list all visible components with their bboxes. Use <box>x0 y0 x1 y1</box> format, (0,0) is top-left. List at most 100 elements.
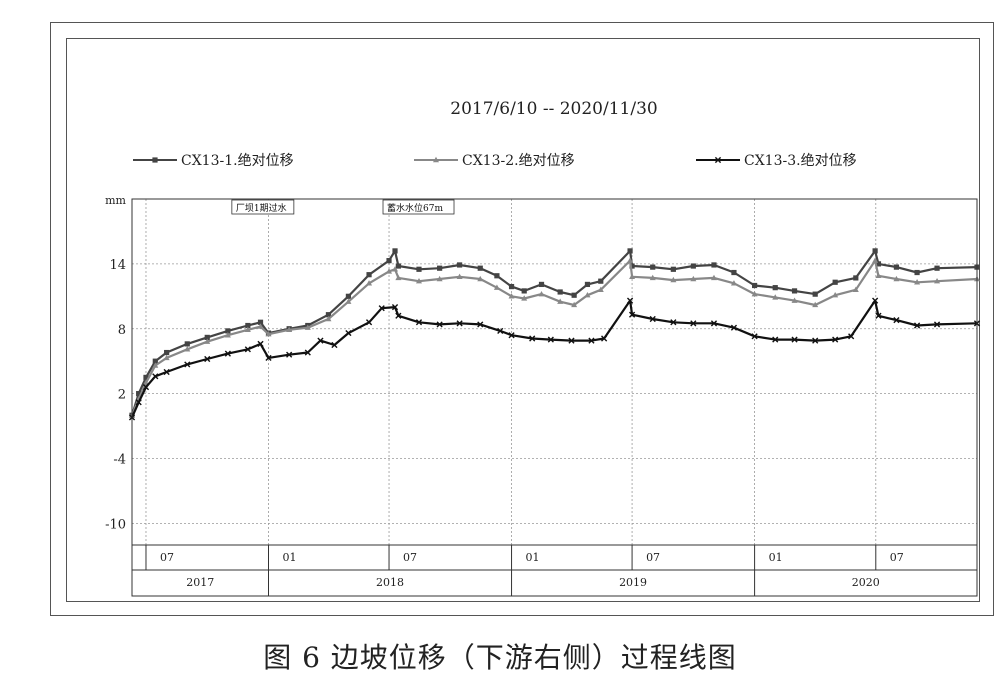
triangle-marker <box>584 292 591 298</box>
triangle-marker <box>875 272 882 278</box>
triangle-marker <box>629 273 636 280</box>
series-line <box>130 299 978 418</box>
cross-marker <box>456 320 463 327</box>
triangle-marker <box>690 275 697 282</box>
triangle-marker <box>627 257 634 263</box>
square-marker <box>245 322 251 329</box>
triangle-marker <box>415 277 422 284</box>
annotation-label: 蓄水水位67m <box>387 202 443 214</box>
triangle-marker <box>204 338 211 344</box>
triangle-marker <box>730 280 737 286</box>
triangle-marker <box>893 275 900 282</box>
displacement-chart: 2017/6/10 -- 2020/11/30 CX13-1.绝对位移 CX13-… <box>105 99 981 597</box>
square-marker <box>416 266 422 272</box>
square-marker <box>325 312 332 318</box>
year-label: 2020 <box>852 576 880 589</box>
cross-marker <box>477 321 484 328</box>
year-label: 2019 <box>619 576 647 589</box>
cross-marker <box>331 341 338 349</box>
triangle-marker <box>571 301 578 308</box>
square-marker <box>690 263 696 269</box>
triangle-marker <box>436 275 443 282</box>
cross-marker <box>224 350 231 357</box>
square-marker <box>395 263 401 269</box>
square-marker <box>853 275 859 281</box>
square-marker <box>670 266 676 272</box>
triangle-marker <box>163 354 170 361</box>
square-marker <box>629 263 635 269</box>
triangle-marker <box>521 295 528 301</box>
legend-item-1: CX13-1.绝对位移 <box>133 153 294 169</box>
triangle-marker <box>345 298 352 304</box>
square-marker <box>345 293 352 299</box>
square-marker <box>386 258 392 264</box>
month-tick-label: 07 <box>646 551 660 564</box>
square-marker <box>571 292 577 298</box>
square-marker <box>751 282 758 289</box>
annotations: 厂坝1期过水 蓄水水位67m <box>231 199 455 215</box>
y-tick-label: 2 <box>118 388 126 403</box>
cross-marker <box>508 332 515 339</box>
square-marker <box>437 265 443 271</box>
triangle-marker <box>832 292 839 298</box>
triangle-marker <box>184 346 191 352</box>
annotation-box <box>231 199 295 215</box>
cross-marker <box>257 340 264 347</box>
cross-marker <box>135 399 142 406</box>
y-tick-label: 8 <box>118 323 126 338</box>
cross-marker <box>547 336 554 343</box>
triangle-marker <box>395 274 402 281</box>
month-tick-label: 07 <box>403 551 417 564</box>
square-marker <box>164 349 170 356</box>
cross-marker <box>497 327 504 335</box>
figure-caption: 图 6 边坡位移（下游右侧）过程线图 <box>263 641 737 674</box>
triangle-marker <box>152 362 159 368</box>
square-marker <box>257 319 264 325</box>
square-marker <box>184 341 190 347</box>
square-marker <box>731 269 737 276</box>
cross-marker <box>244 346 251 353</box>
series-line <box>130 249 978 416</box>
cross-marker <box>391 304 399 311</box>
y-tick-label: -4 <box>113 453 126 468</box>
cross-marker <box>628 311 636 318</box>
triangle-marker <box>477 275 484 282</box>
annotation-box <box>382 199 455 215</box>
cross-marker <box>933 321 941 328</box>
cross-marker <box>601 335 608 342</box>
cross-marker <box>751 333 758 340</box>
cross-marker <box>710 320 718 327</box>
square-marker <box>136 391 142 397</box>
square-marker <box>598 278 604 284</box>
square-marker <box>650 264 656 270</box>
triangle-marker <box>257 323 264 329</box>
triangle-marker <box>366 280 373 286</box>
annotation-2: 蓄水水位67m <box>382 199 455 215</box>
triangle-marker <box>142 379 149 386</box>
cross-marker <box>670 319 677 326</box>
cross-marker <box>365 319 373 326</box>
square-marker <box>711 262 717 268</box>
square-marker <box>204 334 210 340</box>
series-layer <box>128 248 981 421</box>
triangle-marker <box>597 286 604 293</box>
year-label: 2018 <box>376 576 404 589</box>
month-tick-label: 01 <box>769 551 783 564</box>
triangle-marker <box>493 284 500 290</box>
triangle-marker <box>934 277 941 284</box>
square-marker <box>366 272 372 278</box>
cross-marker <box>832 336 839 343</box>
year-label: 2017 <box>186 576 214 589</box>
grid <box>132 199 977 545</box>
triangle-marker <box>772 294 779 300</box>
square-marker <box>872 248 878 254</box>
square-marker <box>225 328 231 334</box>
square-marker <box>832 279 838 285</box>
triangle-marker <box>557 298 564 304</box>
series-3 <box>128 297 981 421</box>
square-marker <box>627 248 633 254</box>
triangle-marker <box>286 326 293 333</box>
triangle-marker <box>751 290 758 297</box>
square-marker <box>584 281 591 288</box>
month-tick-label: 01 <box>526 551 540 564</box>
